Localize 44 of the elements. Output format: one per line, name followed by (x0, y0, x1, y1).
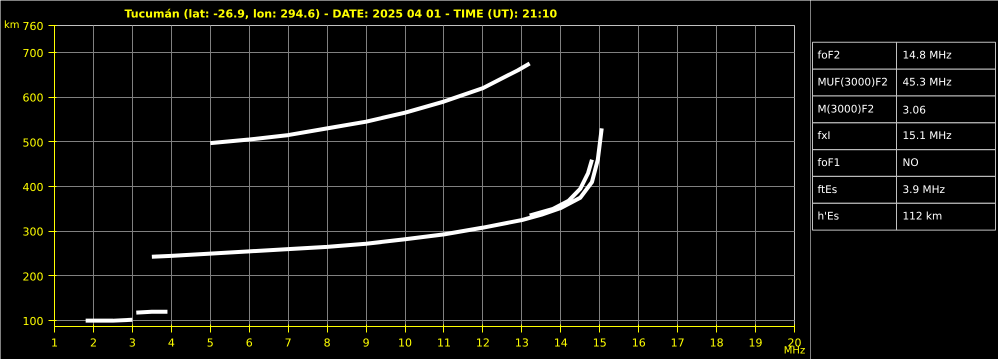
x-tick-label: 9 (362, 336, 370, 350)
category-label: MUF(3000)F2 (818, 76, 888, 89)
x-tick-label: 8 (324, 336, 331, 350)
x-tick-label: 4 (168, 336, 175, 350)
x-tick-label: 12 (476, 336, 490, 350)
category-label: foF2 (818, 50, 840, 62)
x-tick-label: 5 (206, 336, 214, 350)
y-tick-label: 300 (22, 226, 44, 239)
x-tick-label: 10 (398, 336, 412, 350)
text: 3.9 MHz (902, 184, 946, 196)
chart-title: Tucumán (lat: -26.9, lon: 294.6) - DATE: 2025 04 01 - TIME (UT): 21:10 (124, 8, 558, 20)
x-tick-label: 17 (670, 336, 685, 350)
y-axis-title: km (4, 20, 20, 31)
x-tick-label: 18 (710, 336, 724, 350)
x-tick-label: 16 (632, 336, 646, 350)
text: 112 km (902, 210, 942, 223)
y-tick-label: 200 (22, 270, 44, 284)
category-label: M(3000)F2 (818, 103, 874, 116)
y-tick-label: 400 (22, 181, 44, 194)
text: 45.3 MHz (902, 76, 952, 89)
x-tick-label: 13 (514, 336, 529, 350)
x-tick-label: 2 (90, 336, 97, 350)
y-tick-label: 500 (22, 136, 44, 150)
x-tick-label: 14 (554, 336, 568, 350)
text: NO (902, 157, 919, 170)
category-label: h'Es (818, 210, 840, 223)
x-tick-label: 19 (748, 336, 763, 350)
x-axis-title: MHz (784, 346, 806, 356)
category-label: foF1 (818, 157, 840, 170)
text: 14.8 MHz (902, 50, 952, 62)
x-tick-label: 3 (128, 336, 136, 350)
x-tick-label: 1 (51, 336, 58, 350)
y-tick-label: 760 (22, 20, 44, 33)
x-tick-label: 6 (246, 336, 253, 350)
category-label: ftEs (818, 184, 838, 196)
y-tick-label: 600 (22, 92, 44, 105)
category-label: fxI (818, 130, 831, 142)
x-tick-label: 7 (284, 336, 292, 350)
text: 3.06 (902, 104, 926, 116)
x-tick-label: 15 (592, 336, 607, 350)
y-tick-label: 700 (22, 46, 44, 60)
y-tick-label: 100 (22, 315, 44, 328)
x-tick-label: 11 (436, 336, 451, 350)
text: 15.1 MHz (902, 130, 952, 142)
